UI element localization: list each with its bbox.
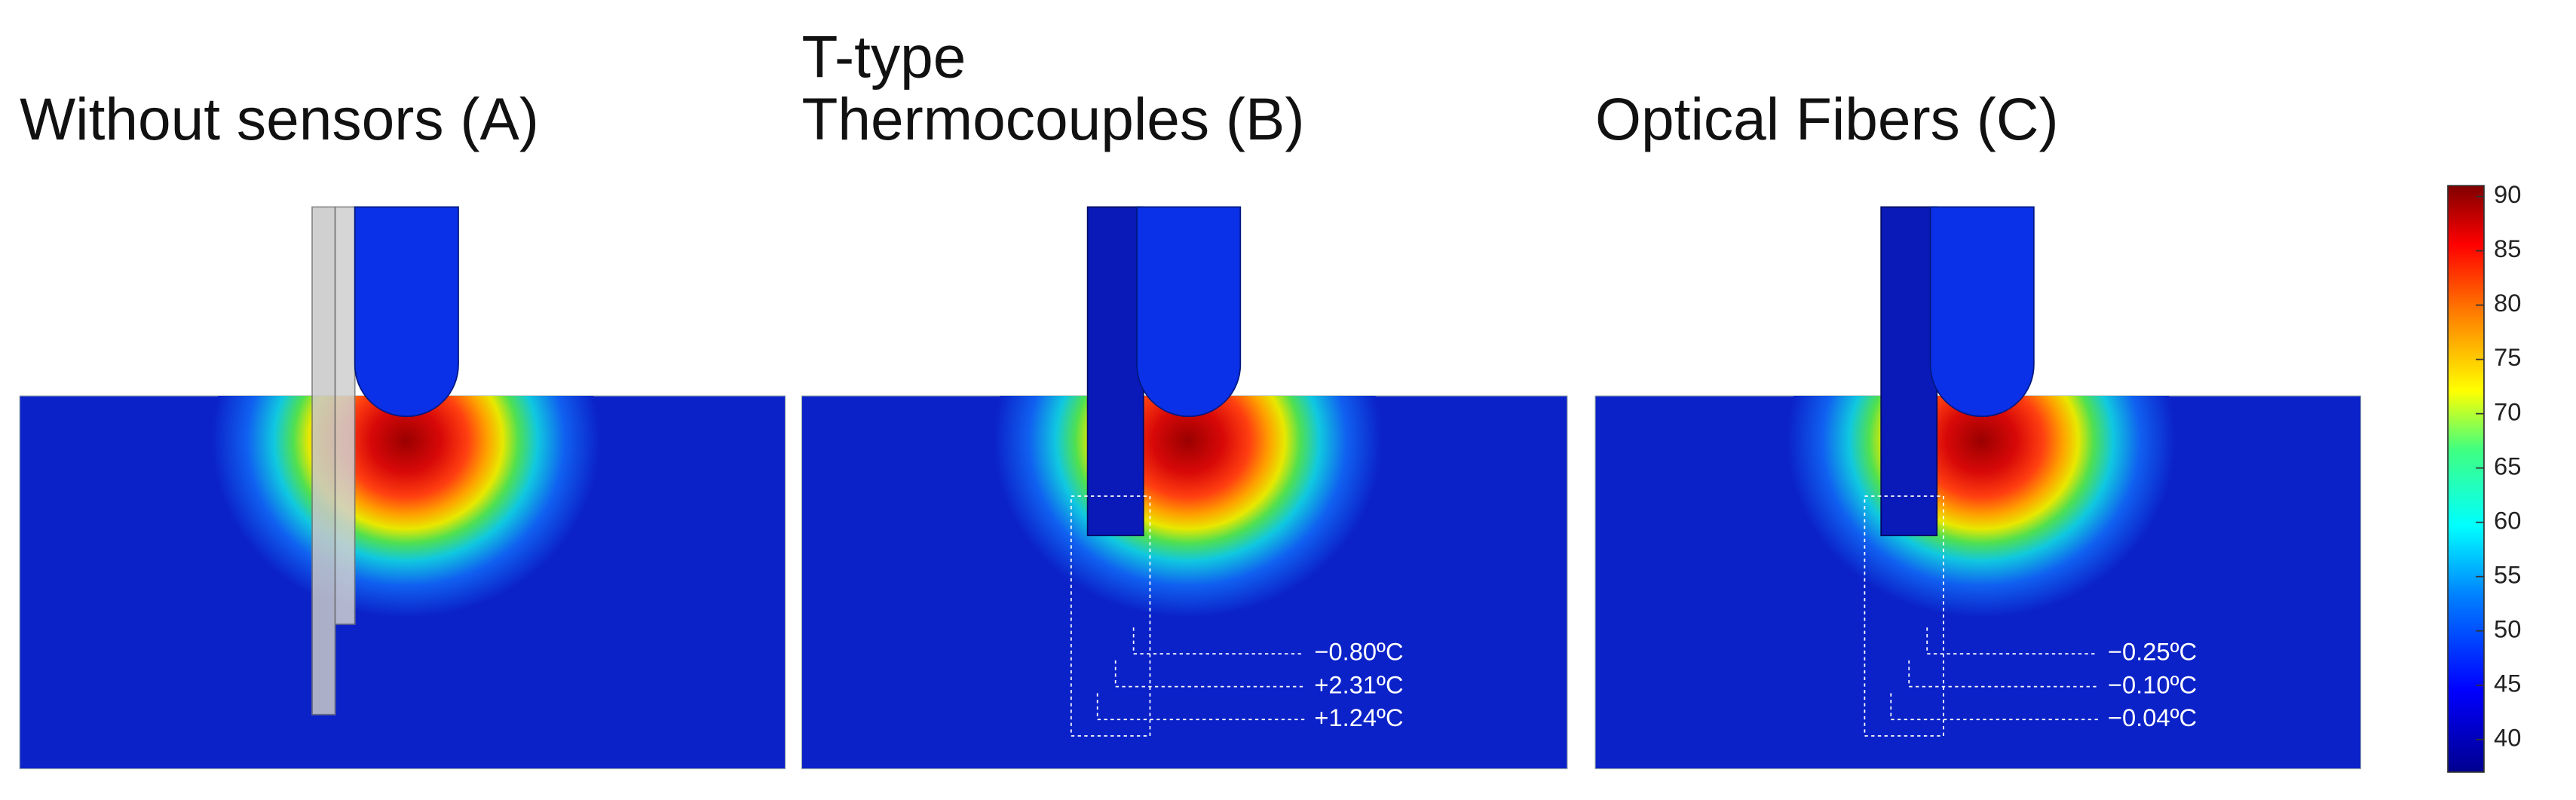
panel-title: Thermocouples (B) [801,86,1304,152]
colorbar-tick-label: 80 [2494,289,2521,317]
colorbar-tick-label: 85 [2494,234,2521,262]
colorbar-tick-label: 45 [2494,669,2521,697]
leader-line [1890,693,2098,721]
sensor [311,206,336,716]
sensor [1086,206,1144,537]
leader-line [1908,660,2098,688]
heat-zone [212,396,600,618]
panel-title: Without sensors (A) [20,86,539,152]
panel-title: Optical Fibers (C) [1595,86,2059,152]
leader-line [1132,627,1305,654]
temperature-difference: −0.80ºC [1314,638,1403,666]
colorbar-tick-label: 75 [2494,343,2521,371]
panel: Without sensors (A) [19,86,786,770]
probe [1929,206,2035,418]
sensor-box [1070,495,1151,737]
colorbar-tick-label: 90 [2494,180,2521,208]
temperature-difference: −0.25ºC [2108,638,2197,666]
colorbar-tick-label: 55 [2494,560,2521,588]
colorbar-tick-label: 65 [2494,452,2521,480]
temperature-difference: −0.04ºC [2108,703,2197,731]
probe [354,206,459,418]
colorbar-tick-label: 70 [2494,397,2521,425]
colorbar-tick-label: 40 [2494,723,2521,751]
colorbar-tick-label: 60 [2494,506,2521,534]
colorbar [2447,185,2485,773]
panel-title: T-type [801,23,966,90]
sensor [334,206,356,625]
leader-line [1114,660,1305,688]
colorbar-tick-label: 50 [2494,615,2521,642]
temperature-difference: +2.31ºC [1314,670,1403,698]
probe [1136,206,1242,418]
leader-line [1926,627,2098,654]
panel: Optical Fibers (C) −0.25ºC −0.10ºC −0.04ºC [1594,86,2362,770]
temperature-difference: +1.24ºC [1314,703,1403,731]
temperature-difference: −0.10ºC [2108,670,2197,698]
leader-line [1096,693,1305,721]
sensor-box [1864,495,1944,737]
sensor [1880,206,1938,537]
